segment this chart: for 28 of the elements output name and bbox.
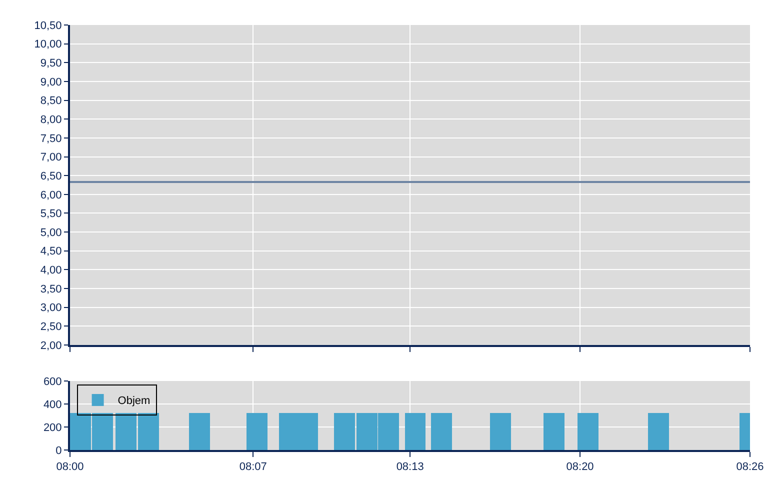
y-tick-label: 8,50 — [40, 95, 62, 108]
x-tick-label: 08:07 — [239, 461, 267, 474]
y-tick-label: 10,50 — [34, 20, 62, 32]
y-tick-label: 200 — [43, 422, 62, 434]
y-tick-label: 7,00 — [40, 152, 62, 164]
y-tick-label: 7,50 — [40, 132, 62, 145]
y-tick-label: 9,00 — [40, 76, 62, 88]
y-tick-label: 4,00 — [40, 264, 62, 277]
y-tick-label: 6,50 — [40, 170, 62, 182]
y-tick-label: 0 — [56, 444, 62, 457]
y-tick-label: 3,50 — [40, 283, 62, 296]
y-tick-label: 600 — [43, 376, 62, 388]
y-tick-label: 2,00 — [40, 340, 62, 352]
y-tick-label: 9,50 — [40, 58, 62, 70]
x-tick-label: 08:00 — [56, 461, 84, 474]
y-tick-label: 5,50 — [40, 208, 62, 220]
y-tick-label: 3,00 — [40, 302, 62, 314]
legend-label: Objem — [118, 395, 150, 408]
y-tick-label: 2,50 — [40, 321, 62, 334]
x-tick-label: 08:20 — [566, 461, 594, 474]
x-tick-label: 08:13 — [396, 461, 424, 474]
y-tick-label: 400 — [43, 398, 62, 411]
y-tick-label: 4,50 — [40, 246, 62, 258]
x-tick-label: 08:26 — [736, 461, 764, 474]
y-tick-label: 10,00 — [34, 38, 62, 51]
y-tick-label: 8,00 — [40, 114, 62, 126]
y-tick-label: 5,00 — [40, 226, 62, 239]
y-tick-label: 6,00 — [40, 189, 62, 202]
